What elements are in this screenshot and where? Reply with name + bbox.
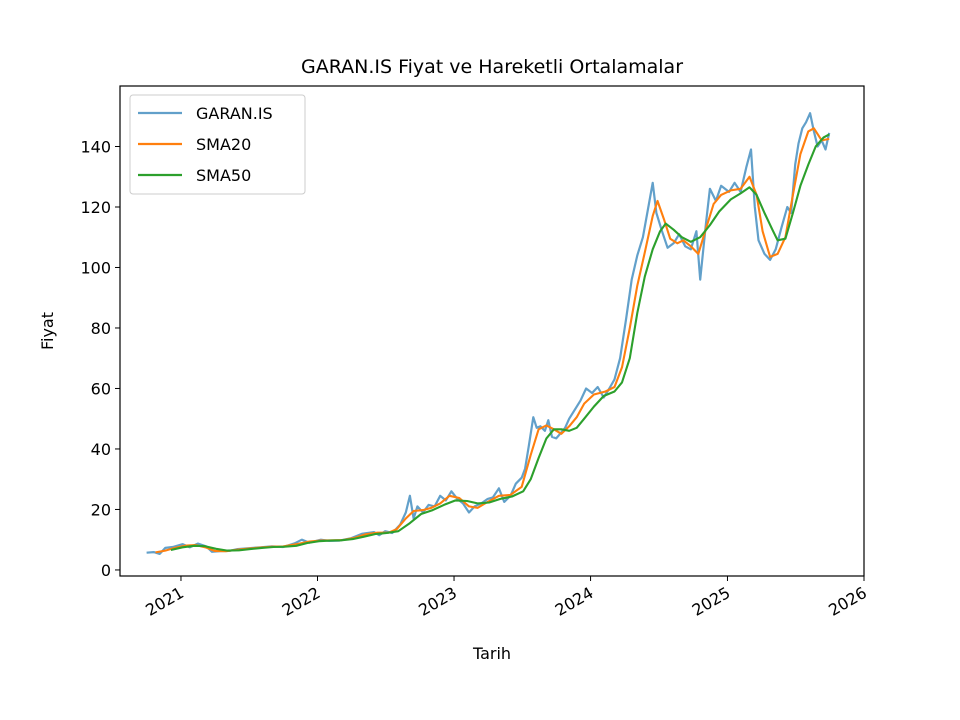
legend-label-2: SMA50 xyxy=(196,166,251,185)
plot-frame xyxy=(119,85,865,577)
series-layer xyxy=(146,112,831,555)
x-axis-label: Tarih xyxy=(472,644,511,663)
legend-label-1: SMA20 xyxy=(196,135,251,154)
y-tick-label: 0 xyxy=(101,561,111,580)
y-tick-label: 100 xyxy=(80,258,111,277)
y-tick-label: 40 xyxy=(91,440,111,459)
y-tick-label: 80 xyxy=(91,319,111,338)
x-axis: 2021 2022 2023 2024 2025 2026 xyxy=(142,576,870,620)
y-tick-label: 120 xyxy=(80,198,111,217)
x-tick-label: 2025 xyxy=(689,583,734,620)
y-axis-label: Fiyat xyxy=(38,312,57,350)
chart-title: GARAN.IS Fiyat ve Hareketli Ortalamalar xyxy=(301,56,683,78)
x-tick-label: 2022 xyxy=(279,583,324,620)
legend-box xyxy=(129,94,306,195)
y-axis: 0 20 40 60 80 100 120 140 xyxy=(80,137,120,580)
x-tick-label: 2026 xyxy=(825,583,870,620)
y-tick-label: 20 xyxy=(91,500,111,519)
y-tick-label: 140 xyxy=(80,137,111,156)
y-tick-label: 60 xyxy=(91,379,111,398)
x-tick-label: 2024 xyxy=(552,583,597,620)
series-line-1 xyxy=(155,127,830,554)
legend: GARAN.IS SMA20 SMA50 xyxy=(129,94,306,195)
x-tick-label: 2023 xyxy=(415,583,460,620)
legend-label-0: GARAN.IS xyxy=(196,104,273,123)
series-line-2 xyxy=(170,133,830,552)
x-tick-label: 2021 xyxy=(142,583,187,620)
